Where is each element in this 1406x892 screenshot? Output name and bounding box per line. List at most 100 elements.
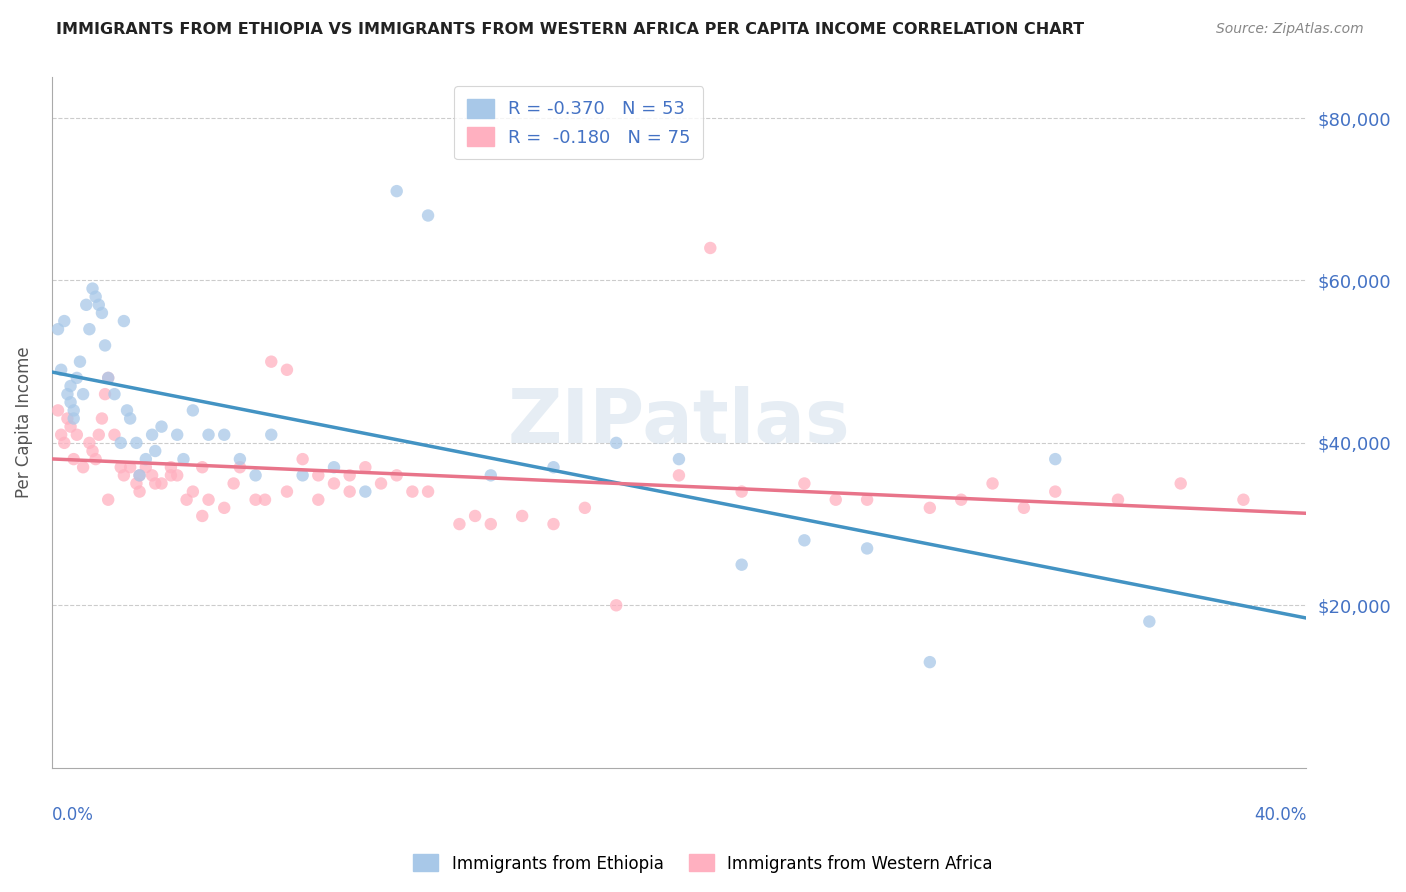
Point [66, 371, 89, 385]
Point [1107, 492, 1129, 507]
Point [82, 444, 104, 458]
Point [605, 435, 627, 450]
Point [574, 500, 596, 515]
Point [918, 655, 941, 669]
Point [1170, 476, 1192, 491]
Point [824, 492, 846, 507]
Point [245, 492, 267, 507]
Point [143, 476, 166, 491]
Point [229, 452, 252, 467]
Point [222, 476, 245, 491]
Point [103, 387, 125, 401]
Point [128, 468, 150, 483]
Point [416, 209, 439, 223]
Point [276, 484, 298, 499]
Point [125, 435, 148, 450]
Point [84, 290, 107, 304]
Point [53, 435, 76, 450]
Point [479, 468, 502, 483]
Point [950, 492, 973, 507]
Point [56, 411, 79, 425]
Point [135, 460, 157, 475]
Point [699, 241, 721, 255]
Point [97, 371, 120, 385]
Point [62, 452, 84, 467]
Text: 0.0%: 0.0% [52, 805, 94, 823]
Point [1012, 500, 1035, 515]
Point [46, 403, 69, 417]
Point [260, 427, 283, 442]
Point [49, 363, 72, 377]
Point [82, 282, 104, 296]
Legend: R = -0.370   N = 53, R =  -0.180   N = 75: R = -0.370 N = 53, R = -0.180 N = 75 [454, 87, 703, 160]
Point [166, 427, 188, 442]
Point [110, 460, 132, 475]
Point [112, 314, 135, 328]
Point [150, 419, 173, 434]
Point [197, 427, 219, 442]
Point [97, 492, 120, 507]
Point [72, 460, 94, 475]
Point [62, 403, 84, 417]
Point [110, 435, 132, 450]
Point [1137, 615, 1160, 629]
Point [464, 508, 486, 523]
Point [1232, 492, 1254, 507]
Point [90, 306, 112, 320]
Point [918, 500, 941, 515]
Point [53, 314, 76, 328]
Point [56, 387, 79, 401]
Point [87, 427, 110, 442]
Point [103, 427, 125, 442]
Point [176, 492, 198, 507]
Point [141, 427, 163, 442]
Point [150, 476, 173, 491]
Point [181, 484, 204, 499]
Point [307, 468, 329, 483]
Point [1045, 484, 1067, 499]
Point [120, 411, 142, 425]
Point [115, 403, 138, 417]
Point [543, 517, 565, 532]
Point [87, 298, 110, 312]
Point [260, 354, 283, 368]
Point [191, 460, 214, 475]
Point [510, 508, 533, 523]
Point [120, 460, 142, 475]
Text: Source: ZipAtlas.com: Source: ZipAtlas.com [1216, 22, 1364, 37]
Point [128, 484, 150, 499]
Point [191, 508, 214, 523]
Legend: Immigrants from Ethiopia, Immigrants from Western Africa: Immigrants from Ethiopia, Immigrants fro… [406, 847, 1000, 880]
Point [449, 517, 471, 532]
Point [94, 387, 117, 401]
Point [370, 476, 392, 491]
Point [253, 492, 276, 507]
Point [141, 468, 163, 483]
Point [197, 492, 219, 507]
Point [160, 468, 183, 483]
Point [401, 484, 423, 499]
Point [354, 460, 377, 475]
Point [793, 476, 815, 491]
Point [69, 354, 91, 368]
Point [59, 395, 82, 409]
Point [730, 558, 752, 572]
Point [354, 484, 377, 499]
Point [46, 322, 69, 336]
Point [62, 411, 84, 425]
Point [181, 403, 204, 417]
Point [668, 452, 690, 467]
Text: IMMIGRANTS FROM ETHIOPIA VS IMMIGRANTS FROM WESTERN AFRICA PER CAPITA INCOME COR: IMMIGRANTS FROM ETHIOPIA VS IMMIGRANTS F… [56, 22, 1084, 37]
Point [981, 476, 1004, 491]
Point [94, 338, 117, 352]
Point [172, 452, 194, 467]
Point [135, 452, 157, 467]
Point [143, 444, 166, 458]
Point [856, 492, 879, 507]
Point [339, 484, 361, 499]
Point [84, 452, 107, 467]
Point [307, 492, 329, 507]
Point [97, 371, 120, 385]
Point [90, 411, 112, 425]
Text: ZIPatlas: ZIPatlas [508, 386, 851, 459]
